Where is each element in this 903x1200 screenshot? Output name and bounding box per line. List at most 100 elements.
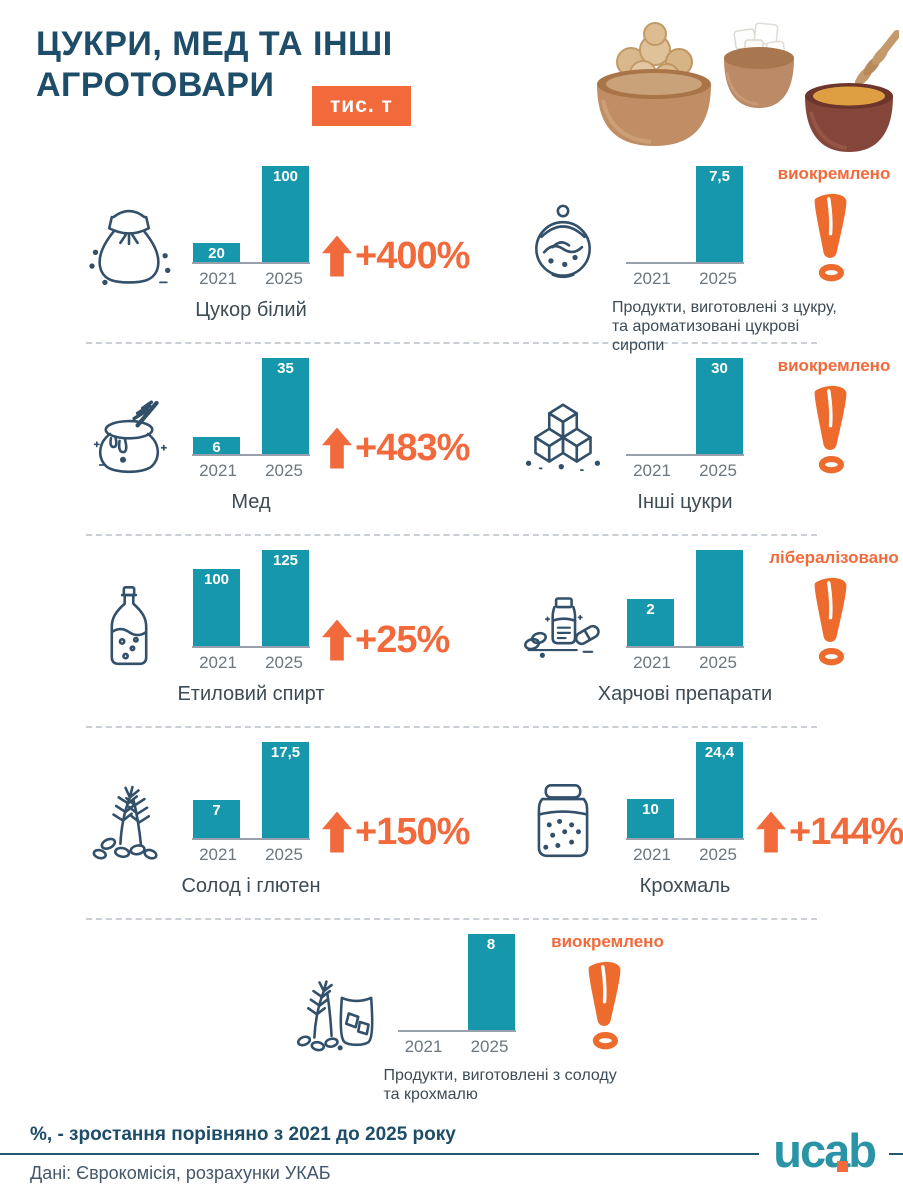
note-annotation: виокремлено <box>542 932 674 1108</box>
chart-row: 8 2021 2025 Продукти, виготовлені з солод… <box>0 926 903 1108</box>
note-annotation: лібералізовано <box>768 548 900 724</box>
year-label-2021: 2021 <box>633 461 671 480</box>
axis-baseline <box>626 838 744 840</box>
ucab-logo: ucab <box>759 1122 889 1180</box>
footer-divider <box>0 1153 903 1155</box>
bar-value: 100 <box>272 168 299 185</box>
axis-baseline <box>626 646 744 648</box>
bar-2025: 35 <box>262 358 309 454</box>
starch-jar-icon <box>520 772 606 864</box>
year-labels: 2021 2025 <box>626 653 744 673</box>
bar-2025: 100 <box>262 166 309 262</box>
chart-label: Солод і глютен <box>181 875 321 897</box>
exclamation-icon <box>808 188 860 288</box>
chart-label: Продукти, виготовлені з цукру, та аромат… <box>612 299 837 355</box>
mini-bar-chart: 20 100 2021 2025 Цукор білий <box>192 166 310 340</box>
bars-area: 7,5 <box>626 166 744 262</box>
chart-row: 7 17,5 2021 2025 Солод і глютен +150% 10 <box>0 734 903 916</box>
page-title: ЦУКРИ, МЕД ТА ІНШІ АГРОТОВАРИ <box>36 24 393 107</box>
food-preparations-icon <box>520 580 606 672</box>
mini-bar-chart: 2 2021 2025 Харчові препарати <box>598 550 772 724</box>
chart-label: Цукор білий <box>195 299 307 321</box>
mini-bar-chart: 6 35 2021 2025 Мед <box>192 358 310 532</box>
growth-percent: +400% <box>355 234 470 277</box>
mini-bar-chart: 7 17,5 2021 2025 Солод і глютен <box>181 742 321 916</box>
mini-bar-chart: 10 24,4 2021 2025 Крохмаль <box>626 742 744 916</box>
chart-label: Етиловий спирт <box>177 683 325 705</box>
charts-grid: 20 100 2021 2025 Цукор білий +400% <box>0 158 903 1108</box>
up-arrow-icon <box>756 811 786 853</box>
mini-bar-chart: 100 125 2021 2025 Етиловий спирт <box>177 550 325 724</box>
footnote-growth-legend: %, - зростання порівняно з 2021 до 2025 … <box>30 1124 456 1145</box>
axis-baseline <box>626 454 744 456</box>
year-label-2021: 2021 <box>199 461 237 480</box>
year-label-2021: 2021 <box>633 653 671 672</box>
axis-baseline <box>192 454 310 456</box>
year-label-2025: 2025 <box>265 461 303 480</box>
year-label-2021: 2021 <box>633 269 671 288</box>
year-label-2025: 2025 <box>265 845 303 864</box>
footer: %, - зростання порівняно з 2021 до 2025 … <box>0 1116 903 1200</box>
exclamation-icon <box>808 380 860 480</box>
bars-area: 6 35 <box>192 358 310 456</box>
unit-badge: тис. т <box>312 86 411 126</box>
bar-2021: 6 <box>193 437 240 456</box>
bars-area: 20 100 <box>192 166 310 262</box>
bar-value: 6 <box>212 439 221 456</box>
chart-label: Крохмаль <box>639 875 731 897</box>
bar-2021: 20 <box>193 243 240 262</box>
header: ЦУКРИ, МЕД ТА ІНШІ АГРОТОВАРИ тис. т <box>0 0 903 158</box>
chart-card: 20 100 2021 2025 Цукор білий +400% <box>62 158 482 340</box>
sugar-bowl-icon <box>520 196 606 288</box>
bar-2021: 7 <box>193 800 240 838</box>
chart-row: 100 125 2021 2025 Етиловий спирт +25% 2 <box>0 542 903 724</box>
year-label-2025: 2025 <box>699 461 737 480</box>
bar-2025: 125 <box>262 550 309 646</box>
bar-2025: 7,5 <box>696 166 743 262</box>
chart-label: Харчові препарати <box>597 683 773 705</box>
photo-sugar-honey-bowls <box>597 22 899 152</box>
year-labels: 2021 2025 <box>192 845 310 865</box>
row-separator <box>86 726 817 728</box>
note-text: виокремлено <box>777 164 891 183</box>
bar-2025: 30 <box>696 358 743 454</box>
growth-percent: +25% <box>355 618 450 661</box>
year-label-2025: 2025 <box>699 653 737 672</box>
row-separator <box>86 342 817 344</box>
bar-2025: 8 <box>467 934 515 1030</box>
chart-label: Мед <box>231 491 271 513</box>
up-arrow-icon <box>322 235 352 277</box>
bar-value: 2 <box>646 601 655 618</box>
bars-area: 30 <box>626 358 744 454</box>
growth-annotation: +483% <box>322 424 470 472</box>
row-separator <box>86 534 817 536</box>
honey-pot-icon <box>86 388 172 480</box>
year-label-2025: 2025 <box>699 845 737 864</box>
year-label-2021: 2021 <box>199 269 237 288</box>
bar-2025: 24,4 <box>696 742 743 838</box>
note-text: виокремлено <box>551 932 664 951</box>
bar-value: 35 <box>277 360 294 377</box>
chart-card: 30 2021 2025 Інші цукри виокремлено <box>482 350 902 532</box>
bar-value: 17,5 <box>270 744 301 761</box>
mini-bar-chart: 8 2021 2025 Продукти, виготовлені з солод… <box>384 934 617 1108</box>
year-labels: 2021 2025 <box>626 461 744 481</box>
bar-value: 10 <box>642 801 659 818</box>
malt-starch-products-icon <box>292 964 378 1056</box>
bar-value: 125 <box>272 552 299 569</box>
mini-bar-chart: 7,5 2021 2025 Продукти, виготовлені з цук… <box>612 166 837 354</box>
bar-value: 20 <box>208 245 225 262</box>
chart-card: 10 24,4 2021 2025 Крохмаль +144% <box>482 734 903 916</box>
chart-card: 6 35 2021 2025 Мед +483% <box>62 350 482 532</box>
note-annotation: виокремлено <box>768 356 900 532</box>
bars-area: 8 <box>398 934 516 1030</box>
bar-2025 <box>696 550 743 646</box>
year-labels: 2021 2025 <box>626 269 744 289</box>
chart-card: 7 17,5 2021 2025 Солод і глютен +150% <box>62 734 482 916</box>
year-label-2025: 2025 <box>470 1037 509 1056</box>
growth-percent: +483% <box>355 426 470 469</box>
year-labels: 2021 2025 <box>192 269 310 289</box>
growth-annotation: +144% <box>756 808 903 856</box>
year-label-2021: 2021 <box>404 1037 443 1056</box>
growth-annotation: +400% <box>322 232 470 280</box>
